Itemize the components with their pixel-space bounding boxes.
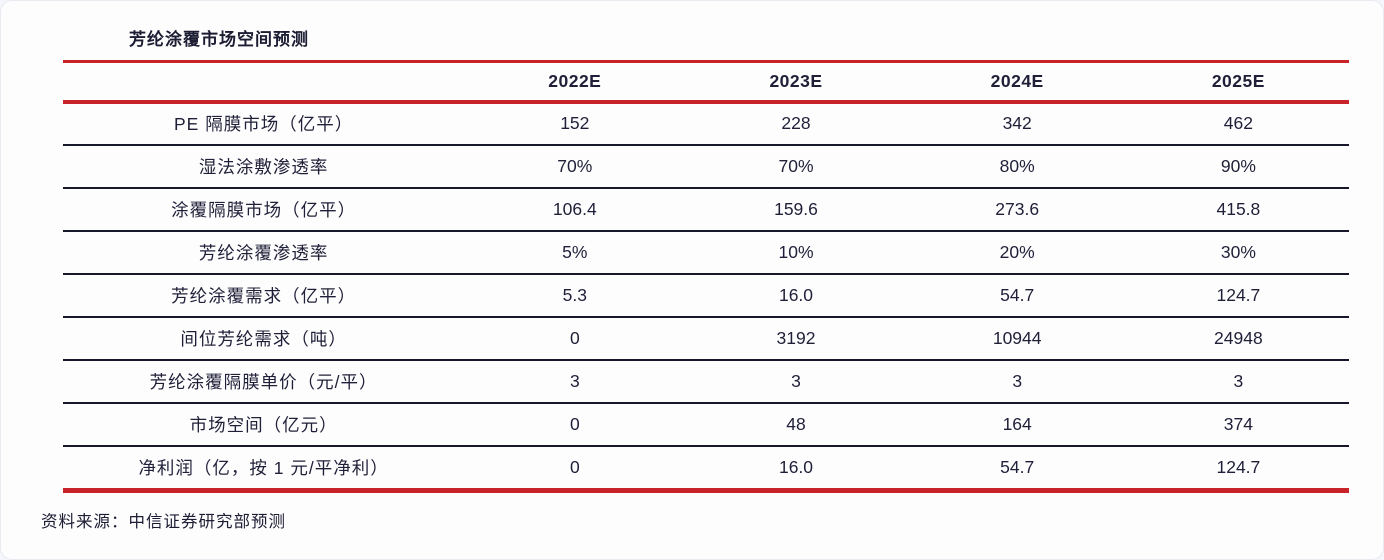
cell-value: 80%	[906, 144, 1128, 189]
cell-value: 16.0	[685, 273, 907, 318]
cell-value: 70%	[685, 144, 907, 189]
row-label: 芳纶涂覆需求（亿平）	[63, 273, 465, 318]
header-cell-2025e: 2025E	[1127, 60, 1349, 104]
cell-value: 90%	[1127, 144, 1349, 189]
forecast-table: 2022E 2023E 2024E 2025E PE 隔膜市场（亿平） 152 22…	[63, 60, 1349, 493]
row-label: 涂覆隔膜市场（亿平）	[63, 187, 465, 232]
table-title: 芳纶涂覆市场空间预测	[129, 30, 309, 49]
table-row: 市场空间（亿元） 0 48 164 374	[63, 402, 1349, 447]
header-cell-2023e: 2023E	[685, 60, 907, 104]
cell-value: 10944	[906, 316, 1128, 361]
header-cell-empty	[63, 60, 465, 104]
cell-value: 10%	[685, 230, 907, 275]
cell-value: 374	[1127, 402, 1349, 447]
cell-value: 3	[1127, 359, 1349, 404]
row-label: 芳纶涂覆隔膜单价（元/平）	[63, 359, 465, 404]
cell-value: 415.8	[1127, 187, 1349, 232]
table-row: 涂覆隔膜市场（亿平） 106.4 159.6 273.6 415.8	[63, 187, 1349, 232]
cell-value: 106.4	[464, 187, 686, 232]
cell-value: 48	[685, 402, 907, 447]
cell-value: 3	[906, 359, 1128, 404]
cell-value: 462	[1127, 101, 1349, 146]
header-row: 2022E 2023E 2024E 2025E	[63, 60, 1349, 104]
row-label: 市场空间（亿元）	[63, 402, 465, 447]
cell-value: 124.7	[1127, 445, 1349, 493]
cell-value: 24948	[1127, 316, 1349, 361]
row-label: 芳纶涂覆渗透率	[63, 230, 465, 275]
row-label: 净利润（亿，按 1 元/平净利）	[63, 445, 465, 493]
cell-value: 70%	[464, 144, 686, 189]
table-row: PE 隔膜市场（亿平） 152 228 342 462	[63, 101, 1349, 146]
cell-value: 342	[906, 101, 1128, 146]
row-label: 湿法涂敷渗透率	[63, 144, 465, 189]
cell-value: 54.7	[906, 273, 1128, 318]
row-label: PE 隔膜市场（亿平）	[63, 101, 465, 146]
cell-value: 0	[464, 445, 686, 493]
cell-value: 5.3	[464, 273, 686, 318]
table-body: PE 隔膜市场（亿平） 152 228 342 462 湿法涂敷渗透率 70% 70% 80% 9…	[63, 101, 1349, 493]
cell-value: 0	[464, 316, 686, 361]
table-row: 芳纶涂覆需求（亿平） 5.3 16.0 54.7 124.7	[63, 273, 1349, 318]
cell-value: 159.6	[685, 187, 907, 232]
source-note: 资料来源：中信证券研究部预测	[41, 513, 286, 531]
table-row: 芳纶涂覆隔膜单价（元/平） 3 3 3 3	[63, 359, 1349, 404]
cell-value: 152	[464, 101, 686, 146]
cell-value: 3	[464, 359, 686, 404]
cell-value: 30%	[1127, 230, 1349, 275]
cell-value: 3192	[685, 316, 907, 361]
cell-value: 16.0	[685, 445, 907, 493]
cell-value: 228	[685, 101, 907, 146]
header-cell-2022e: 2022E	[464, 60, 686, 104]
table-row: 芳纶涂覆渗透率 5% 10% 20% 30%	[63, 230, 1349, 275]
cell-value: 124.7	[1127, 273, 1349, 318]
cell-value: 20%	[906, 230, 1128, 275]
table-row: 间位芳纶需求（吨） 0 3192 10944 24948	[63, 316, 1349, 361]
row-label: 间位芳纶需求（吨）	[63, 316, 465, 361]
table-row: 湿法涂敷渗透率 70% 70% 80% 90%	[63, 144, 1349, 189]
cell-value: 54.7	[906, 445, 1128, 493]
table-row: 净利润（亿，按 1 元/平净利） 0 16.0 54.7 124.7	[63, 445, 1349, 493]
cell-value: 273.6	[906, 187, 1128, 232]
cell-value: 164	[906, 402, 1128, 447]
header-cell-2024e: 2024E	[906, 60, 1128, 104]
cell-value: 3	[685, 359, 907, 404]
cell-value: 5%	[464, 230, 686, 275]
cell-value: 0	[464, 402, 686, 447]
